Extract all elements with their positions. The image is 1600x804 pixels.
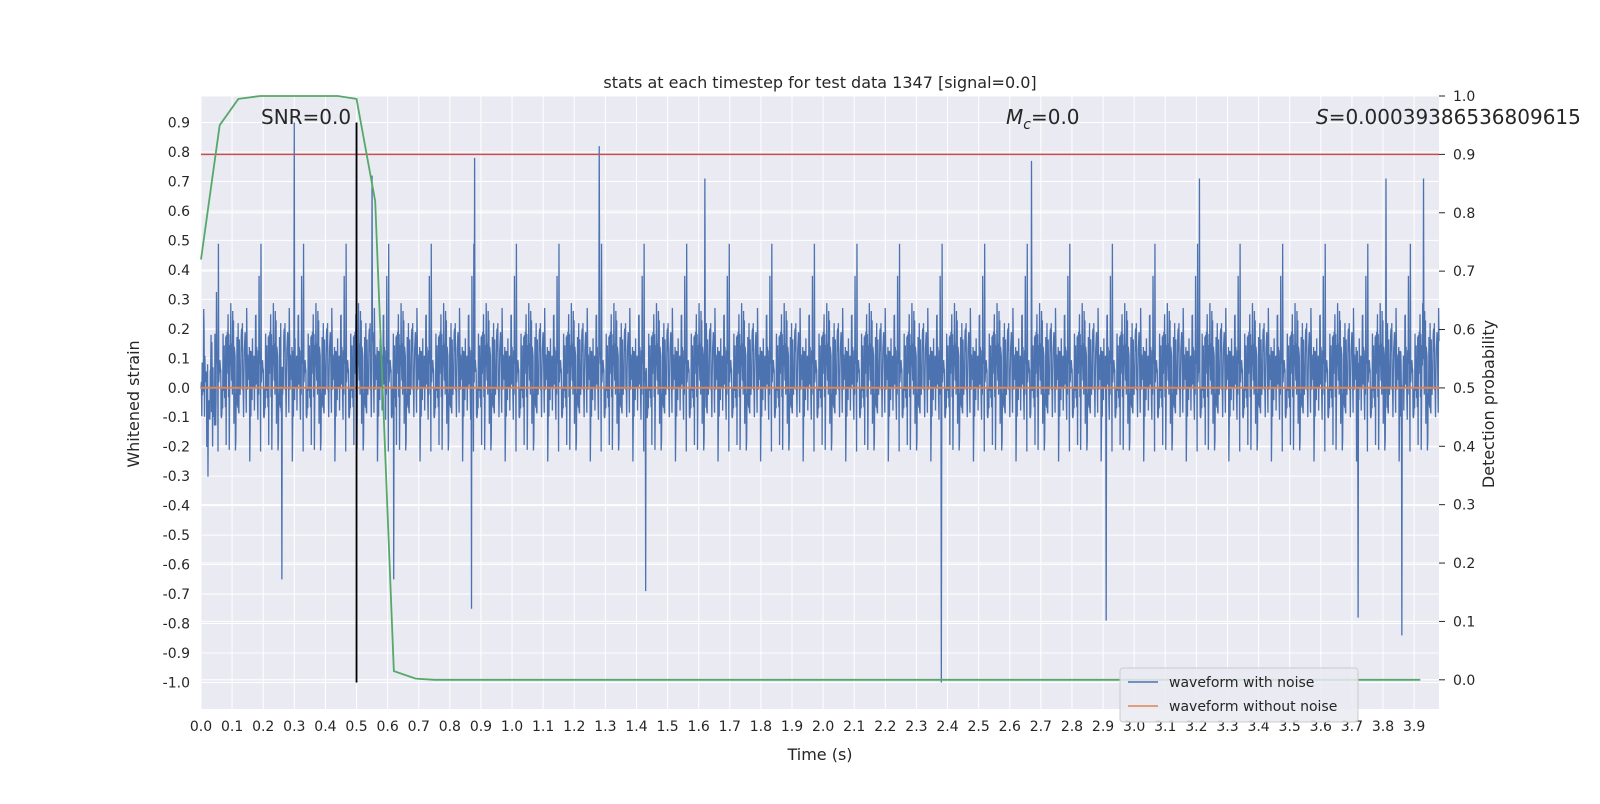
x-tick-label: 2.6 [999, 719, 1021, 735]
x-tick-label: 0.0 [190, 719, 212, 735]
chirp-mass-subscript: c [1023, 117, 1031, 133]
y2-tick-label: 0.4 [1453, 439, 1475, 455]
x-tick-label: 1.6 [688, 719, 710, 735]
x-tick-label: 1.1 [532, 719, 554, 735]
x-tick-label: 3.9 [1403, 719, 1425, 735]
x-tick-label: 3.8 [1372, 719, 1394, 735]
y-tick-label: -0.4 [163, 499, 190, 515]
x-tick-label: 1.8 [750, 719, 772, 735]
x-tick-label: 1.7 [719, 719, 741, 735]
score-value: =0.00039386536809615 [1329, 105, 1581, 129]
x-tick-label: 3.1 [1154, 719, 1176, 735]
y2-tick-label: 0.8 [1453, 206, 1475, 222]
y2-tick-label: 0.0 [1453, 673, 1475, 689]
y-tick-label: 0.6 [168, 204, 190, 220]
y2-tick-label: 0.1 [1453, 614, 1475, 630]
y-tick-label: 0.2 [168, 322, 190, 338]
x-tick-label: 0.1 [221, 719, 243, 735]
legend-box [1119, 667, 1359, 723]
x-tick-label: 3.0 [1123, 719, 1145, 735]
x-tick-label: 3.2 [1185, 719, 1207, 735]
series-waveform-with-noise [200, 122, 1440, 683]
y-tick-label: 0.9 [168, 116, 190, 132]
x-axis-label: Time (s) [786, 745, 852, 764]
y-tick-label: 0.7 [168, 174, 190, 190]
y-tick-label: -0.9 [163, 646, 190, 662]
tick-labels: 0.0 0.1 0.2 0.3 0.4 0.5 0.6 0.7 0.8 0.9 1.0 1.1 1.2 1… [163, 89, 1476, 735]
y-tick-label: 0.0 [168, 381, 190, 397]
x-tick-label: 1.4 [625, 719, 647, 735]
y-tick-label: -0.3 [163, 469, 190, 485]
x-tick-label: 2.8 [1061, 719, 1083, 735]
y-tick-label: -0.7 [163, 587, 190, 603]
chirp-mass-annotation: Mc=0.0 [1006, 105, 1080, 133]
y2-tick-label: 0.2 [1453, 556, 1475, 572]
y2-tick-label: 0.6 [1453, 323, 1475, 339]
y2-axis-label: Detection probability [1479, 320, 1498, 488]
y-tick-label: -1.0 [163, 675, 190, 691]
x-tick-label: 0.8 [439, 719, 461, 735]
y-tick-label: 0.3 [168, 292, 190, 308]
x-tick-label: 1.0 [501, 719, 523, 735]
waveform-with-noise-line [200, 122, 1440, 683]
x-tick-label: 2.5 [968, 719, 990, 735]
x-tick-label: 3.5 [1279, 719, 1301, 735]
legend: waveform with noise waveform without noi… [1119, 667, 1359, 723]
x-tick-label: 3.4 [1247, 719, 1269, 735]
y-tick-label: -0.1 [163, 410, 190, 426]
y2-tick-label: 0.7 [1453, 264, 1475, 280]
x-tick-label: 2.3 [905, 719, 927, 735]
score-annotation: S=0.00039386536809615 [1316, 105, 1581, 129]
y-axis-label: Whitened strain [124, 340, 143, 467]
x-tick-label: 0.2 [252, 719, 274, 735]
x-tick-label: 0.3 [283, 719, 305, 735]
x-tick-label: 0.4 [314, 719, 336, 735]
y-tick-label: -0.2 [163, 440, 190, 456]
line-series [200, 95, 1439, 683]
y2-tick-label: 0.5 [1453, 381, 1475, 397]
x-tick-label: 2.9 [1092, 719, 1114, 735]
x-tick-label: 0.5 [345, 719, 367, 735]
y-tick-label: 0.5 [168, 233, 190, 249]
x-tick-label: 1.2 [563, 719, 585, 735]
x-tick-label: 0.9 [470, 719, 492, 735]
x-tick-label: 1.9 [781, 719, 803, 735]
y-tick-label: -0.8 [163, 617, 190, 633]
legend-label-waveform-with-noise: waveform with noise [1169, 675, 1314, 691]
y-tick-label: 0.4 [168, 263, 190, 279]
legend-label-waveform-without-noise: waveform without noise [1169, 699, 1337, 715]
x-tick-label: 3.6 [1310, 719, 1332, 735]
x-tick-label: 2.0 [812, 719, 834, 735]
chart-title: stats at each timestep for test data 134… [603, 73, 1036, 92]
x-tick-label: 1.3 [594, 719, 616, 735]
chirp-mass-symbol: M [1006, 105, 1023, 129]
y2-tick-label: 1.0 [1453, 89, 1475, 105]
x-tick-label: 3.3 [1216, 719, 1238, 735]
y-tick-label: -0.5 [163, 528, 190, 544]
score-symbol: S [1316, 105, 1329, 129]
y-tick-label: 0.8 [168, 145, 190, 161]
detection-probability-line [200, 95, 1421, 681]
x-tick-label: 3.7 [1341, 719, 1363, 735]
x-tick-label: 1.5 [656, 719, 678, 735]
x-tick-label: 0.6 [377, 719, 399, 735]
chirp-mass-value: =0.0 [1031, 105, 1080, 129]
y2-tick-label: 0.9 [1453, 147, 1475, 163]
snr-annotation: SNR=0.0 [261, 105, 351, 129]
plot-area [201, 96, 1439, 709]
y-tick-label: 0.1 [168, 351, 190, 367]
y-tick-label: -0.6 [163, 558, 190, 574]
x-tick-label: 2.4 [936, 719, 958, 735]
x-tick-label: 0.7 [408, 719, 430, 735]
y2-tick-label: 0.3 [1453, 498, 1475, 514]
x-tick-label: 2.1 [843, 719, 865, 735]
x-tick-label: 2.7 [1030, 719, 1052, 735]
x-tick-label: 2.2 [874, 719, 896, 735]
